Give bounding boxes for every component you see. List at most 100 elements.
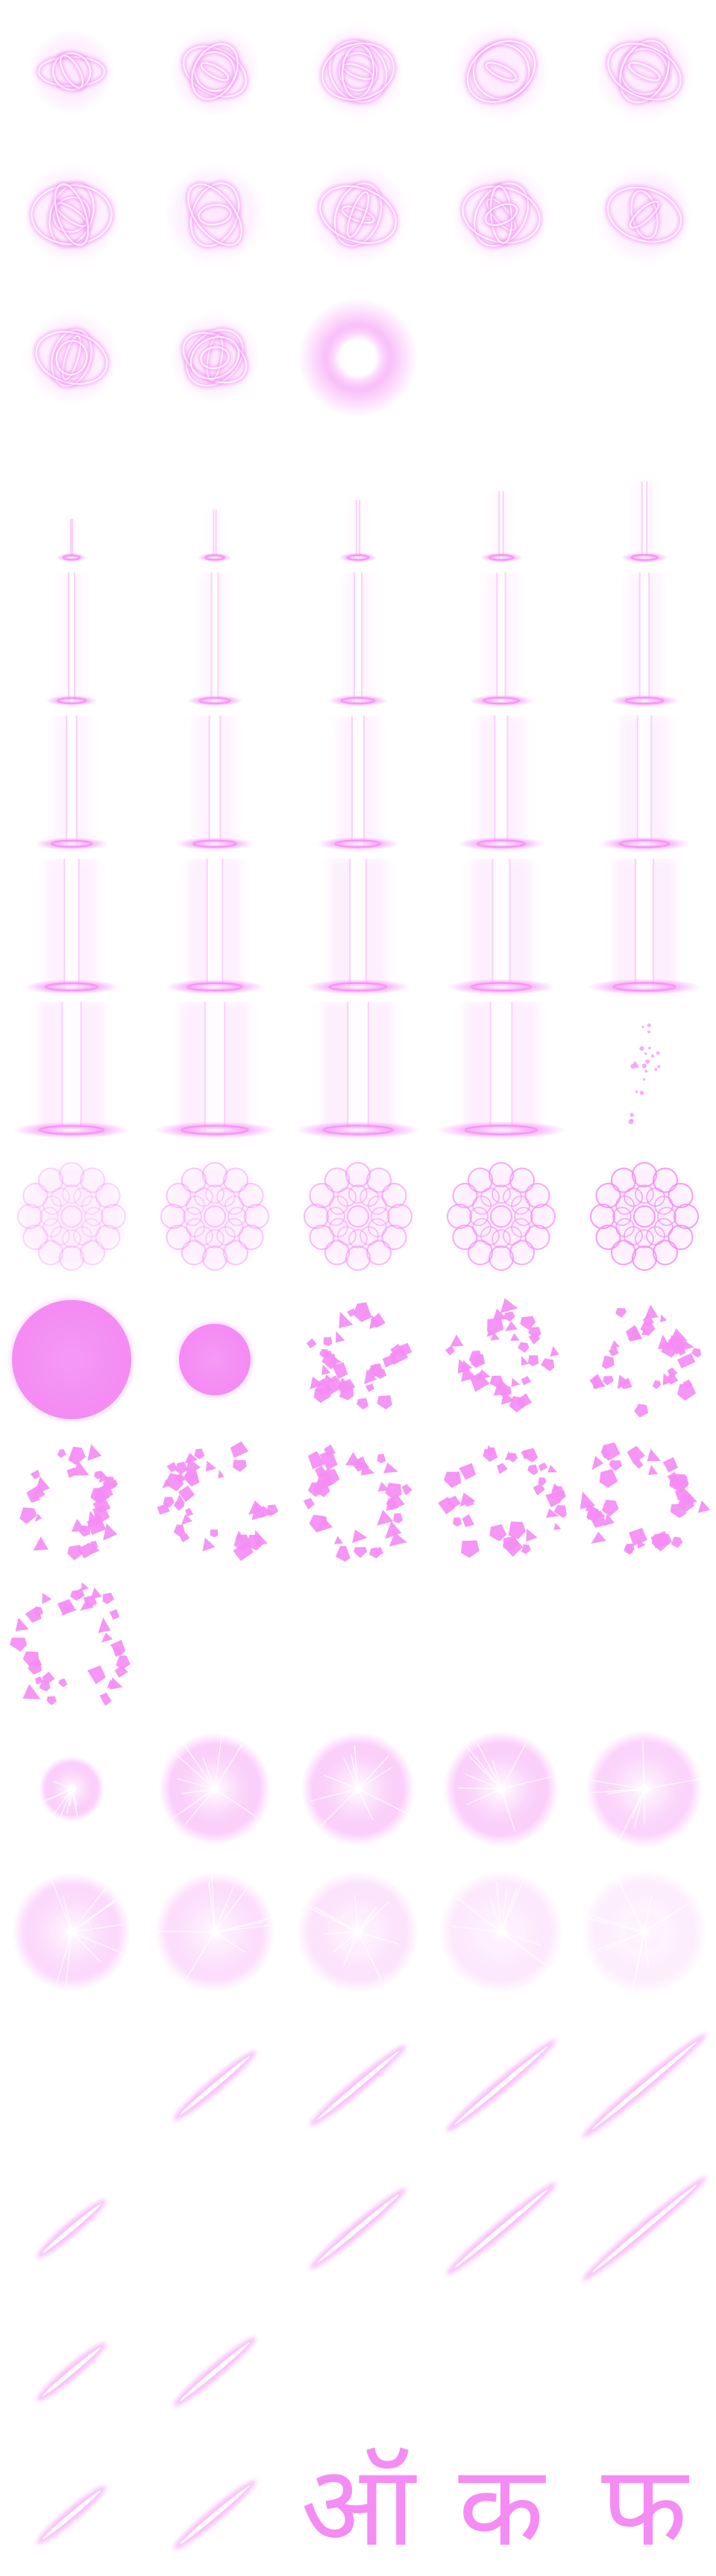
sprite-frame-light-pillar xyxy=(286,1002,430,1145)
sprite-frame-slash xyxy=(0,2290,143,2433)
sprite-frame-swirl-ring xyxy=(573,143,716,286)
sprite-frame-burst-orb xyxy=(573,1860,716,2004)
sprite-frame-light-pillar xyxy=(0,1002,143,1145)
lace-disc-icon xyxy=(0,1145,143,1288)
sanskrit-glyph-text: ऑ xyxy=(301,2442,417,2572)
sanskrit-glyph-icon: ऑ xyxy=(286,2433,430,2576)
sprite-frame-shatter-orb xyxy=(573,1431,716,1574)
sprite-frame-light-pillar xyxy=(430,1002,573,1145)
sprite-frame-swirl-ring xyxy=(430,0,573,143)
sprite-frame-light-pillar xyxy=(573,429,716,572)
sprite-frame-sanskrit-seed-glyph: क xyxy=(430,2433,573,2576)
sprite-frame-light-pillar xyxy=(143,716,286,859)
burst-orb-icon xyxy=(286,1860,430,2004)
sanskrit-glyph-text: क xyxy=(458,2442,546,2572)
sprite-frame-light-pillar xyxy=(143,572,286,716)
sprite-frame-shatter-orb xyxy=(0,1288,143,1431)
swirl-ring-icon xyxy=(430,0,573,143)
lace-disc-icon xyxy=(573,1145,716,1288)
light-pillar-icon xyxy=(430,859,573,1002)
sprite-frame-light-pillar xyxy=(430,429,573,572)
sprite-frame-shatter-orb xyxy=(286,1288,430,1431)
swirl-ring-icon xyxy=(143,286,286,429)
light-pillar-icon xyxy=(573,1002,716,1145)
slash-icon xyxy=(573,2147,716,2290)
sprite-frame-swirl-ring xyxy=(143,286,286,429)
sprite-frame-shatter-orb xyxy=(286,1431,430,1574)
light-pillar-icon xyxy=(143,572,286,716)
sprite-frame-shatter-orb xyxy=(143,1288,286,1431)
burst-orb-icon xyxy=(143,1860,286,2004)
sprite-frame-lace-disc xyxy=(573,1145,716,1288)
swirl-ring-icon xyxy=(573,143,716,286)
sprite-frame-swirl-ring xyxy=(573,0,716,143)
lace-disc-icon xyxy=(430,1145,573,1288)
sprite-frame-sanskrit-seed-glyph: ऑ xyxy=(286,2433,430,2576)
sprite-frame-light-pillar xyxy=(286,572,430,716)
light-pillar-icon xyxy=(286,572,430,716)
sprite-frame-sanskrit-seed-glyph: फ xyxy=(573,2433,716,2576)
sprite-frame-swirl-ring xyxy=(286,143,430,286)
sanskrit-glyph-icon: क xyxy=(430,2433,573,2576)
burst-orb-icon xyxy=(573,1717,716,1860)
light-pillar-icon xyxy=(430,716,573,859)
light-pillar-icon xyxy=(430,572,573,716)
light-pillar-icon xyxy=(573,429,716,572)
light-pillar-icon xyxy=(143,1002,286,1145)
sprite-frame-slash xyxy=(143,2147,286,2290)
sprite-frame-light-pillar xyxy=(286,429,430,572)
burst-orb-icon xyxy=(573,1860,716,2004)
sprite-frame-slash xyxy=(573,2147,716,2290)
shatter-orb-icon xyxy=(143,1288,286,1431)
sprite-frame-burst-orb xyxy=(286,1860,430,2004)
light-pillar-icon xyxy=(0,429,143,572)
light-pillar-icon xyxy=(0,716,143,859)
sprite-frame-light-pillar xyxy=(573,572,716,716)
light-pillar-icon xyxy=(573,716,716,859)
light-pillar-icon xyxy=(286,1002,430,1145)
sprite-frame-light-pillar xyxy=(573,859,716,1002)
sprite-frame-shatter-orb xyxy=(430,1288,573,1431)
swirl-ring-icon xyxy=(143,0,286,143)
sprite-frame-slash xyxy=(286,2147,430,2290)
sanskrit-glyph-icon xyxy=(143,2433,286,2576)
sprite-frame-burst-orb xyxy=(573,1717,716,1860)
sprite-frame-light-pillar xyxy=(0,859,143,1002)
sprite-frame-swirl-ring xyxy=(0,0,143,143)
sprite-frame-slash xyxy=(143,2290,286,2433)
sprite-frame-swirl-ring xyxy=(0,143,143,286)
sprite-frame-burst-orb xyxy=(430,1717,573,1860)
sprite-frame-light-pillar xyxy=(143,429,286,572)
sprite-frame-slash xyxy=(0,2147,143,2290)
shatter-orb-icon xyxy=(0,1288,143,1431)
sanskrit-glyph-icon: फ xyxy=(573,2433,716,2576)
sprite-frame-burst-orb xyxy=(0,1860,143,2004)
slash-icon xyxy=(0,2290,143,2433)
swirl-ring-icon xyxy=(430,143,573,286)
swirl-ring-icon xyxy=(0,286,143,429)
light-pillar-icon xyxy=(0,572,143,716)
shatter-orb-icon xyxy=(143,1431,286,1574)
sprite-frame-shatter-orb xyxy=(143,1431,286,1574)
sprite-frame-burst-orb xyxy=(143,1860,286,2004)
swirl-ring-icon xyxy=(286,143,430,286)
lace-disc-icon xyxy=(286,1145,430,1288)
shatter-orb-icon xyxy=(573,1288,716,1431)
shatter-orb-icon xyxy=(430,1431,573,1574)
sprite-frame-swirl-ring xyxy=(143,143,286,286)
light-pillar-icon xyxy=(286,859,430,1002)
sprite-frame-sanskrit-seed-glyph xyxy=(0,2433,143,2576)
slash-icon xyxy=(430,2147,573,2290)
slash-icon xyxy=(143,2147,286,2290)
lace-disc-icon xyxy=(143,1145,286,1288)
light-pillar-icon xyxy=(0,1002,143,1145)
shatter-orb-icon xyxy=(286,1288,430,1431)
light-pillar-icon xyxy=(143,859,286,1002)
sprite-frame-slash xyxy=(430,2147,573,2290)
sprite-frame-lace-disc xyxy=(0,1145,143,1288)
burst-orb-icon xyxy=(0,1860,143,2004)
sprite-frame-lace-disc xyxy=(430,1145,573,1288)
burst-orb-icon xyxy=(0,1717,143,1860)
sanskrit-glyph-text: फ xyxy=(601,2442,689,2572)
